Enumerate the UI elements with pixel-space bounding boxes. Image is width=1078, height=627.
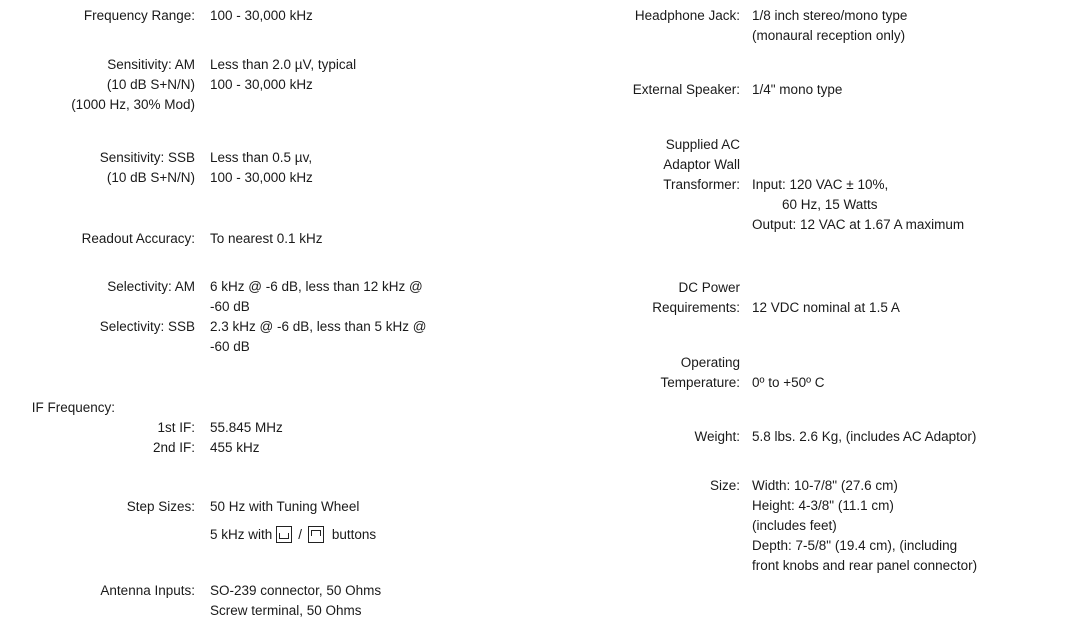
step-down-key-icon — [276, 526, 293, 543]
spec-dc-power: DC Power Requirements: 12 VDC nominal at … — [540, 278, 1078, 318]
selectivity-am-label: Selectivity: AM — [107, 279, 195, 294]
operating-temp-label-1: Operating — [680, 355, 740, 370]
dc-power-label-2: Requirements: — [652, 300, 740, 315]
spec-weight: Weight: 5.8 lbs. 2.6 Kg, (includes AC Ada… — [540, 427, 1078, 447]
selectivity-am-value: 6 kHz @ -6 dB, less than 12 kHz @ — [210, 279, 423, 294]
spec-frequency-range: Frequency Range: 100 - 30,000 kHz — [0, 6, 540, 26]
spec-readout-accuracy: Readout Accuracy: To nearest 0.1 kHz — [0, 229, 540, 249]
spec-external-speaker: External Speaker: 1/4" mono type — [540, 80, 1078, 100]
selectivity-ssb-label: Selectivity: SSB — [99, 319, 195, 334]
spec-if-frequency: IF Frequency: 1st IF: 55.845 MHz 2nd IF: 4… — [0, 398, 540, 458]
ac-adaptor-label-2: Adaptor Wall — [663, 157, 740, 172]
size-width: Width: 10-7/8" (27.6 cm) — [752, 478, 898, 493]
selectivity-ssb-value-cont: -60 dB — [210, 339, 250, 354]
spec-selectivity: Selectivity: AM 6 kHz @ -6 dB, less than … — [0, 277, 540, 357]
dc-power-value: 12 VDC nominal at 1.5 A — [752, 300, 900, 315]
readout-accuracy-label: Readout Accuracy: — [81, 231, 195, 246]
if-first-label: 1st IF: — [157, 420, 195, 435]
sensitivity-am-range: 100 - 30,000 kHz — [210, 77, 313, 92]
spec-sensitivity-ssb: Sensitivity: SSB Less than 0.5 µv, (10 dB… — [0, 148, 540, 188]
external-speaker-value: 1/4" mono type — [752, 82, 843, 97]
sensitivity-ssb-condition: (10 dB S+N/N) — [106, 170, 195, 185]
weight-label: Weight: — [694, 429, 740, 444]
ac-adaptor-input-2: 60 Hz, 15 Watts — [782, 197, 878, 212]
headphone-jack-note: (monaural reception only) — [752, 28, 906, 43]
frequency-range-label: Frequency Range: — [83, 8, 195, 23]
antenna-inputs-label: Antenna Inputs: — [100, 583, 195, 598]
frequency-range-value: 100 - 30,000 kHz — [210, 8, 313, 23]
step-sizes-button-line: 5 kHz with / buttons — [195, 525, 376, 545]
sensitivity-ssb-label: Sensitivity: SSB — [99, 150, 195, 165]
icon-separator: / — [298, 527, 303, 542]
size-label: Size: — [709, 478, 740, 493]
spec-step-sizes: Step Sizes: 50 Hz with Tuning Wheel 5 kHz… — [0, 497, 540, 545]
if-first-value: 55.845 MHz — [210, 420, 283, 435]
spec-headphone-jack: Headphone Jack: 1/8 inch stereo/mono type… — [540, 6, 1078, 46]
readout-accuracy-value: To nearest 0.1 kHz — [210, 231, 323, 246]
step-up-key-icon — [308, 526, 325, 543]
antenna-inputs-value-2: Screw terminal, 50 Ohms — [210, 603, 362, 618]
sensitivity-am-condition: (10 dB S+N/N) — [106, 77, 195, 92]
selectivity-am-value-cont: -60 dB — [210, 299, 250, 314]
ac-adaptor-label-1: Supplied AC — [665, 137, 740, 152]
spec-ac-adaptor: Supplied AC Adaptor Wall Transformer: Inp… — [540, 135, 1078, 235]
size-height: Height: 4-3/8" (11.1 cm) — [752, 498, 894, 513]
sensitivity-ssb-range: 100 - 30,000 kHz — [210, 170, 313, 185]
dc-power-label-1: DC Power — [678, 280, 740, 295]
weight-value: 5.8 lbs. 2.6 Kg, (includes AC Adaptor) — [752, 429, 977, 444]
step-sizes-button-prefix: 5 kHz with — [210, 527, 273, 542]
size-depth: Depth: 7-5/8" (19.4 cm), (including — [752, 538, 958, 553]
if-frequency-label: IF Frequency: — [31, 400, 115, 415]
operating-temp-label-2: Temperature: — [660, 375, 740, 390]
sensitivity-am-value: Less than 2.0 µV, typical — [210, 57, 357, 72]
ac-adaptor-output: Output: 12 VAC at 1.67 A maximum — [752, 217, 965, 232]
step-sizes-label: Step Sizes: — [126, 499, 195, 514]
selectivity-ssb-value: 2.3 kHz @ -6 dB, less than 5 kHz @ — [210, 319, 427, 334]
spec-operating-temperature: Operating Temperature: 0º to +50º C — [540, 353, 1078, 393]
size-depth-note: front knobs and rear panel connector) — [752, 558, 978, 573]
step-sizes-value: 50 Hz with Tuning Wheel — [210, 499, 360, 514]
sensitivity-am-modulation: (1000 Hz, 30% Mod) — [71, 97, 195, 112]
sensitivity-am-label: Sensitivity: AM — [107, 57, 195, 72]
headphone-jack-label: Headphone Jack: — [634, 8, 740, 23]
step-sizes-button-suffix: buttons — [331, 527, 377, 542]
ac-adaptor-label-3: Transformer: — [663, 177, 740, 192]
operating-temp-value: 0º to +50º C — [752, 375, 825, 390]
size-height-note: (includes feet) — [752, 518, 837, 533]
sensitivity-ssb-value: Less than 0.5 µv, — [210, 150, 313, 165]
spec-size: Size: Width: 10-7/8" (27.6 cm) Height: 4-… — [540, 476, 1078, 576]
spec-antenna-inputs: Antenna Inputs: SO-239 connector, 50 Ohms… — [0, 581, 540, 621]
if-second-value: 455 kHz — [210, 440, 260, 455]
external-speaker-label: External Speaker: — [632, 82, 740, 97]
spec-sensitivity-am: Sensitivity: AM Less than 2.0 µV, typical… — [0, 55, 540, 115]
if-second-label: 2nd IF: — [152, 440, 195, 455]
ac-adaptor-input: Input: 120 VAC ± 10%, — [752, 177, 889, 192]
headphone-jack-value: 1/8 inch stereo/mono type — [752, 8, 908, 23]
antenna-inputs-value: SO-239 connector, 50 Ohms — [210, 583, 382, 598]
